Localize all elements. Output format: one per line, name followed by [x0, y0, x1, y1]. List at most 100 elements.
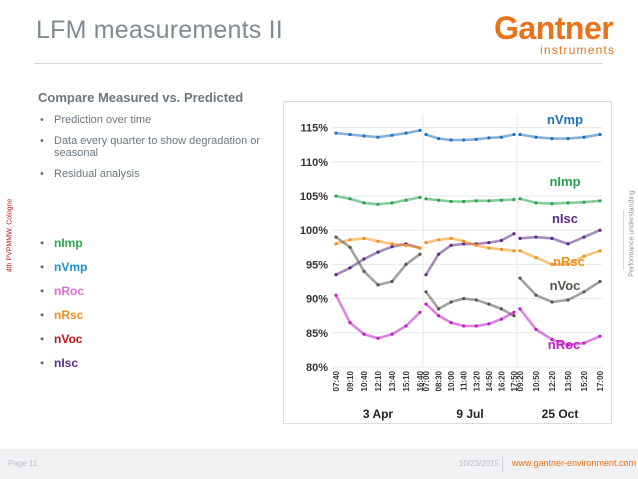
- y-tick-label: 95%: [306, 259, 328, 271]
- data-point-nisc: [550, 236, 554, 240]
- data-point-nisc: [348, 266, 352, 270]
- y-tick-label: 105%: [300, 191, 328, 203]
- data-point-nroc: [418, 310, 422, 314]
- bullet-item: Data every quarter to show degradation o…: [40, 135, 265, 159]
- data-point-nroc: [362, 332, 366, 336]
- section-label: Performance understanding: [628, 190, 636, 277]
- data-point-nvmp: [404, 131, 408, 135]
- data-point-nroc: [437, 314, 441, 318]
- x-tick-label: 09:10: [346, 370, 355, 391]
- data-point-nisc: [518, 236, 522, 240]
- footer-page-number: Page 11: [8, 459, 38, 468]
- series-line-nvmp: [519, 133, 601, 140]
- logo-subtext: instruments: [540, 43, 616, 57]
- x-tick-label: 13:20: [472, 370, 481, 391]
- series-line-nroc: [334, 294, 421, 340]
- data-point-nvoc: [582, 290, 586, 294]
- data-point-nvoc: [462, 297, 466, 301]
- y-tick-label: 90%: [306, 294, 328, 306]
- lfm-chart: 80% 85% 90% 95% 100% 105% 110% 115% 07:40 09:10 10…: [283, 101, 612, 424]
- data-point-nisc: [462, 242, 466, 246]
- data-point-nvoc: [390, 279, 394, 284]
- x-tick-label: 10:50: [532, 370, 541, 391]
- data-point-nrsc: [512, 249, 516, 253]
- data-point-nvmp: [418, 128, 422, 132]
- data-point-nvoc: [348, 245, 352, 249]
- panel-date-label: 3 Apr: [363, 407, 394, 421]
- data-point-nimp: [424, 197, 428, 201]
- data-point-nrsc: [424, 241, 428, 245]
- x-tick-label: 17:50: [510, 370, 519, 391]
- data-point-nvmp: [424, 132, 428, 137]
- data-point-nroc: [487, 322, 491, 326]
- data-point-nrsc: [582, 254, 586, 258]
- series-line-nvoc: [424, 291, 515, 317]
- x-tick-label: 17:00: [596, 370, 605, 391]
- footer-divider: [502, 456, 503, 472]
- gantner-logo: Gantner instruments: [494, 10, 616, 57]
- data-point-nrsc: [348, 238, 352, 242]
- data-point-nroc: [348, 321, 352, 325]
- data-point-nvmp: [449, 138, 453, 142]
- data-point-nrsc: [534, 256, 538, 260]
- data-point-nvoc: [499, 307, 503, 311]
- series-line-nrsc: [425, 237, 515, 253]
- data-point-nvmp: [362, 134, 366, 138]
- title-divider: [34, 63, 602, 64]
- data-point-nroc: [518, 307, 522, 311]
- series-item-nisc: nIsc: [40, 356, 87, 380]
- data-point-nimp: [348, 197, 352, 201]
- data-point-nimp: [499, 198, 503, 202]
- data-point-nisc: [334, 273, 338, 277]
- data-point-nimp: [334, 194, 338, 198]
- data-point-nvoc: [518, 276, 522, 280]
- footer-url-link[interactable]: www.gantner-environment.com: [512, 458, 637, 468]
- data-point-nvmp: [348, 132, 352, 137]
- data-point-nroc: [598, 334, 602, 338]
- data-point-nimp: [418, 195, 422, 199]
- data-point-nroc: [566, 343, 570, 347]
- series-legend-list: nImp nVmp nRoc nRsc nVoc nIsc: [40, 236, 87, 380]
- data-point-nisc: [566, 242, 570, 246]
- data-point-nimp: [362, 201, 366, 205]
- data-point-nrsc: [518, 249, 522, 253]
- section-sidebar-line: [623, 210, 624, 270]
- series-line-nvmp: [425, 133, 515, 142]
- data-point-nvoc: [449, 300, 453, 304]
- data-point-nvmp: [512, 132, 516, 137]
- x-tick-label: 09:20: [516, 370, 525, 391]
- series-line-nrsc: [519, 249, 601, 266]
- x-tick-label: 08:30: [435, 370, 444, 391]
- data-point-nvmp: [582, 135, 586, 139]
- slide-title: LFM measurements II: [36, 16, 283, 44]
- data-point-nvmp: [550, 137, 554, 141]
- data-point-nroc: [390, 332, 394, 336]
- data-point-nimp: [598, 199, 602, 203]
- data-point-nrsc: [376, 239, 380, 243]
- data-point-nrsc: [437, 238, 441, 242]
- data-point-nrsc: [566, 262, 570, 266]
- series-item-nvoc: nVoc: [40, 332, 87, 356]
- y-tick-label: 85%: [306, 328, 328, 340]
- data-point-nimp: [376, 202, 380, 206]
- data-point-nisc: [512, 232, 516, 236]
- data-point-nrsc: [474, 243, 478, 247]
- conference-sidebar: 4th PVPMMW, Cologne: [0, 199, 14, 280]
- data-point-nvmp: [499, 135, 503, 139]
- data-point-nisc: [362, 257, 366, 261]
- data-point-nroc: [582, 341, 586, 345]
- data-point-nvmp: [437, 137, 441, 141]
- data-point-nisc: [390, 245, 394, 249]
- panel-date-label: 9 Jul: [456, 407, 483, 421]
- data-point-nimp: [404, 198, 408, 202]
- data-point-nrsc: [462, 239, 466, 243]
- data-point-nrsc: [487, 246, 491, 250]
- data-point-nroc: [424, 302, 428, 306]
- data-point-nroc: [534, 327, 538, 331]
- logo-wordmark: Gantner: [494, 10, 614, 46]
- data-point-nvmp: [566, 137, 570, 141]
- x-tick-label: 12:10: [374, 370, 383, 391]
- series-line-nisc: [519, 229, 601, 246]
- data-point-nisc: [424, 273, 428, 277]
- x-tick-label: 12:20: [548, 370, 557, 391]
